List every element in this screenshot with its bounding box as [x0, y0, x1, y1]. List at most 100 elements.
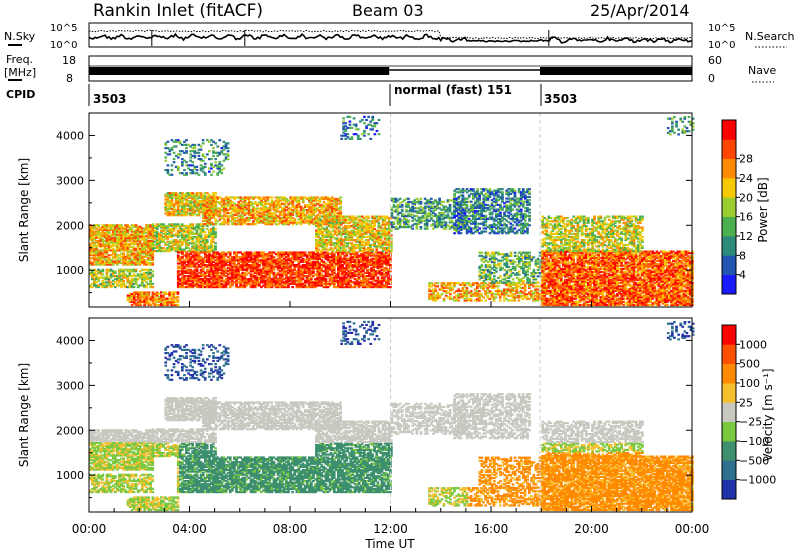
power-cell: [305, 260, 309, 263]
power-cell: [301, 259, 305, 262]
power-cell: [111, 232, 115, 235]
power-cell: [114, 233, 117, 236]
power-cell: [187, 281, 190, 284]
power-cell: [283, 262, 286, 265]
power-cell: [303, 275, 307, 278]
power-cell: [91, 232, 94, 235]
power-cell: [130, 238, 134, 241]
power-cell: [120, 243, 123, 246]
power-cell: [176, 200, 180, 203]
power-cell: [170, 242, 174, 245]
power-cell: [181, 284, 184, 287]
power-cell: [160, 234, 163, 237]
power-cell: [266, 256, 269, 259]
power-cell: [322, 256, 326, 259]
power-cell: [245, 254, 249, 257]
power-cell: [283, 264, 286, 267]
power-cell: [351, 271, 355, 274]
power-cell: [289, 275, 292, 278]
power-cell: [289, 271, 292, 274]
power-cell: [181, 264, 184, 267]
power-cell: [256, 278, 259, 281]
power-cell: [99, 282, 103, 285]
power-cell: [201, 251, 205, 254]
power-cell: [251, 284, 255, 287]
power-cell: [143, 255, 146, 258]
power-cell: [210, 257, 213, 260]
power-cell: [289, 273, 292, 276]
power-cell: [251, 253, 255, 256]
power-cell: [206, 192, 209, 195]
power-cell: [337, 256, 340, 259]
power-cell: [305, 265, 309, 268]
power-cell: [158, 224, 161, 228]
power-cell: [256, 268, 259, 271]
power-cell: [220, 262, 224, 265]
power-cell: [316, 257, 319, 260]
power-cell: [280, 270, 284, 273]
power-cell: [178, 248, 182, 251]
freq-left-label-2: [MHz]: [4, 66, 36, 79]
power-cell: [278, 260, 282, 263]
power-cell: [155, 294, 159, 297]
power-cell: [134, 278, 138, 281]
power-cell: [107, 236, 111, 239]
power-cell: [185, 275, 188, 278]
power-cell: [185, 195, 188, 198]
power-cell: [191, 265, 195, 268]
power-cell: [210, 286, 213, 289]
power-cell: [310, 253, 313, 256]
power-cell: [235, 259, 238, 262]
power-cell: [183, 275, 186, 278]
power-cell: [330, 273, 334, 276]
power-cell: [116, 246, 119, 249]
power-cell: [189, 284, 193, 287]
power-cell: [107, 244, 111, 247]
power-cell: [109, 270, 113, 273]
power-cell: [149, 249, 152, 252]
power-cell: [185, 265, 188, 268]
power-cell: [203, 214, 207, 217]
power-cell: [124, 238, 127, 241]
power-cell: [270, 278, 274, 281]
power-cell: [199, 228, 203, 231]
power-cell: [364, 267, 367, 270]
power-cell: [138, 273, 142, 276]
power-cell: [199, 243, 203, 246]
power-cell: [130, 303, 134, 307]
power-cell: [176, 198, 180, 201]
power-cell: [111, 247, 115, 250]
power-cell: [99, 263, 103, 266]
power-cell: [307, 271, 311, 274]
power-cell: [191, 284, 195, 287]
power-cell: [187, 284, 190, 287]
power-cell: [305, 278, 309, 281]
power-cell: [362, 262, 365, 265]
power-cell: [305, 275, 309, 278]
power-cell: [206, 265, 209, 268]
power-cell: [212, 278, 215, 281]
power-cell: [191, 270, 195, 273]
power-cell: [191, 250, 194, 253]
power-cell: [326, 264, 330, 267]
power-cell: [162, 296, 165, 299]
power-cell: [201, 279, 205, 282]
power-cell: [160, 237, 163, 240]
power-cell: [176, 251, 180, 254]
power-cell: [147, 254, 150, 257]
power-cell: [118, 236, 121, 239]
power-cell: [185, 193, 188, 196]
power-cell: [305, 286, 309, 289]
power-cell: [199, 203, 203, 206]
power-cell: [339, 273, 342, 276]
power-cell: [199, 279, 203, 282]
power-cell: [130, 252, 134, 255]
power-cell: [272, 259, 276, 262]
power-cell: [266, 273, 269, 276]
power-cell: [187, 259, 190, 262]
power-cell: [324, 256, 328, 259]
power-cell: [166, 200, 170, 203]
power-cell: [218, 286, 222, 289]
power-cell: [120, 238, 123, 241]
